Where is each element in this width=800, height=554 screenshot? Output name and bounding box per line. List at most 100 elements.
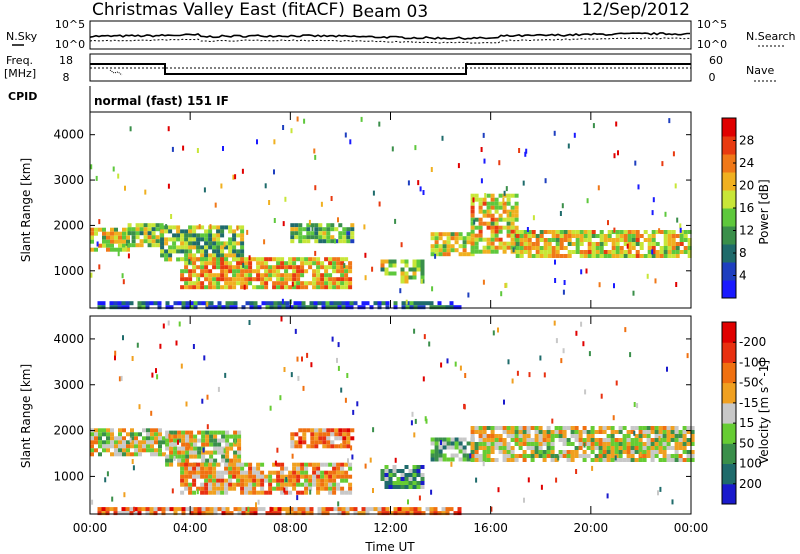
data-cell — [632, 290, 635, 296]
data-cell — [627, 230, 632, 234]
data-cell — [567, 238, 572, 242]
data-cell — [290, 372, 293, 378]
data-cell — [409, 305, 414, 310]
data-cell — [220, 225, 225, 230]
data-cell — [221, 446, 226, 451]
data-cell — [192, 265, 197, 270]
data-cell — [146, 440, 150, 445]
data-cell — [345, 511, 350, 516]
data-cell — [301, 507, 306, 512]
data-cell — [168, 229, 173, 234]
data-cell — [180, 241, 185, 246]
data-cell — [470, 205, 475, 210]
data-cell — [566, 438, 571, 442]
data-cell — [129, 437, 132, 443]
data-cell — [196, 486, 201, 491]
data-cell — [310, 436, 315, 441]
data-cell — [189, 511, 194, 516]
data-cell — [515, 254, 520, 258]
data-cell — [555, 238, 560, 242]
data-cell — [353, 507, 358, 512]
data-cell — [498, 213, 503, 218]
data-cell — [177, 439, 179, 445]
data-cell — [434, 232, 439, 237]
data-cell — [344, 490, 349, 495]
data-cell — [671, 234, 676, 238]
data-cell — [204, 470, 209, 475]
data-cell — [172, 245, 177, 250]
data-cell — [618, 450, 623, 454]
data-cell — [216, 490, 221, 495]
data-cell — [666, 434, 671, 438]
data-cell — [522, 430, 527, 434]
data-cell — [506, 221, 511, 226]
data-cell — [200, 261, 205, 266]
data-cell — [618, 454, 623, 458]
data-cell — [630, 450, 635, 454]
data-cell — [470, 434, 475, 438]
data-cell — [280, 490, 285, 495]
data-cell — [212, 233, 217, 238]
data-cell — [462, 244, 467, 249]
data-cell — [462, 236, 467, 241]
data-cell — [94, 227, 98, 232]
data-cell — [113, 511, 118, 516]
data-cell — [296, 495, 299, 501]
data-cell — [138, 444, 142, 449]
data-cell — [506, 450, 511, 454]
data-cell — [417, 507, 422, 512]
data-cell — [614, 446, 619, 450]
data-cell — [340, 281, 345, 286]
data-cell — [438, 236, 443, 241]
plot-title: Christmas Valley East (fitACF) — [92, 0, 345, 20]
data-cell — [220, 265, 225, 270]
data-cell — [474, 241, 479, 246]
data-cell — [240, 273, 245, 278]
data-cell — [222, 146, 224, 151]
data-cell — [527, 250, 532, 254]
data-cell — [141, 305, 146, 310]
data-cell — [618, 446, 623, 450]
data-cell — [388, 259, 393, 264]
data-cell — [160, 249, 165, 254]
data-cell — [192, 225, 197, 230]
data-cell — [248, 470, 253, 475]
data-cell — [260, 470, 265, 475]
data-cell — [683, 246, 688, 250]
data-cell — [555, 242, 560, 246]
data-cell — [676, 217, 679, 223]
data-cell — [647, 246, 652, 250]
data-cell — [562, 438, 567, 442]
data-cell — [134, 444, 138, 449]
data-cell — [184, 281, 189, 286]
data-cell — [146, 436, 150, 441]
data-cell — [204, 249, 209, 254]
data-cell — [524, 151, 527, 157]
data-cell — [392, 481, 397, 485]
data-cell — [205, 458, 210, 463]
data-cell — [690, 450, 695, 454]
data-cell — [482, 237, 487, 242]
data-cell — [280, 281, 285, 286]
data-cell — [638, 442, 643, 446]
data-cell — [224, 225, 229, 230]
data-cell — [244, 269, 249, 274]
data-cell — [332, 478, 337, 483]
data-cell — [430, 437, 435, 442]
data-cell — [304, 470, 309, 475]
data-cell — [332, 490, 337, 495]
data-cell — [130, 440, 134, 445]
data-cell — [91, 499, 94, 505]
data-cell — [155, 235, 160, 240]
data-cell — [446, 248, 451, 253]
data-cell — [300, 257, 305, 262]
data-cell — [658, 435, 661, 441]
data-cell — [240, 249, 245, 254]
data-cell — [269, 506, 272, 512]
data-cell — [188, 466, 193, 471]
data-cell — [344, 478, 349, 483]
data-cell — [663, 246, 668, 250]
data-cell — [181, 301, 186, 306]
data-cell — [328, 273, 333, 278]
data-cell — [554, 278, 557, 283]
